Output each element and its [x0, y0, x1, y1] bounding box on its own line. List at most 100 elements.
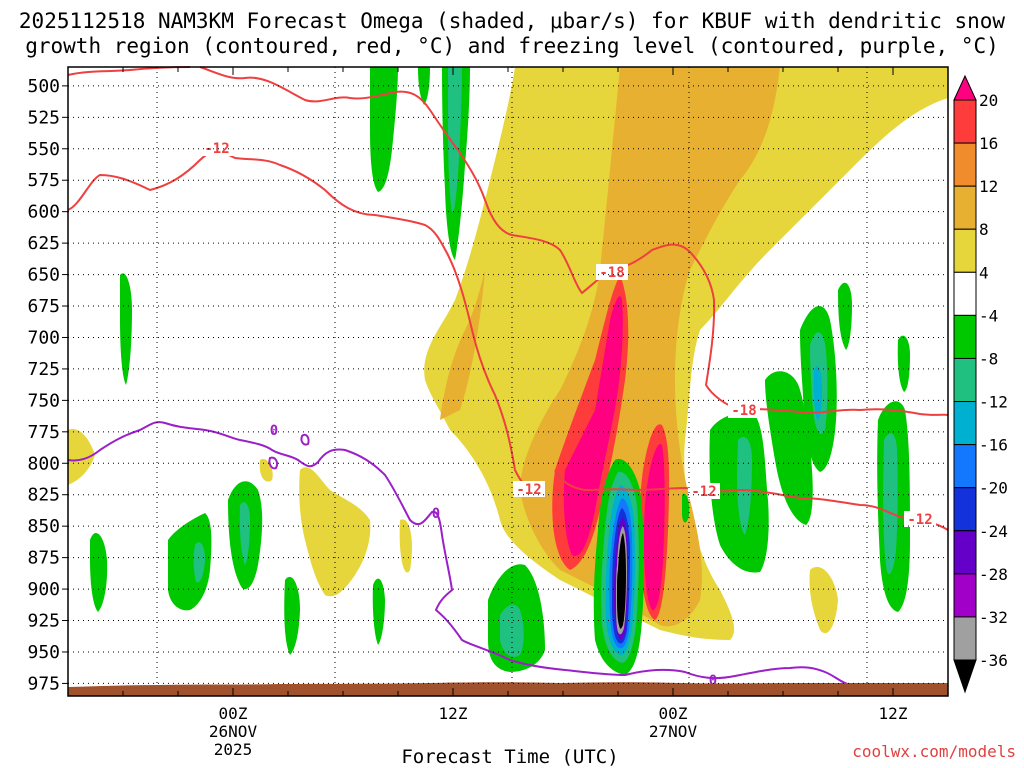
colorbar-swatch — [953, 228, 977, 273]
pressure-gridlines — [68, 85, 948, 684]
omega-negative-8-region — [370, 67, 398, 192]
colorbar-swatch — [953, 142, 977, 187]
omega-negative-8-region — [897, 335, 910, 392]
chart-title-line1: 2025112518 NAM3KM Forecast Omega (shaded… — [19, 9, 1006, 33]
y-tick-label: 900 — [27, 579, 60, 600]
omega-negative-12-region — [500, 604, 524, 657]
omega-positive-20-region — [644, 444, 665, 611]
y-axis: 500 525 550 575 600 625 650 675 700 725 750 775 800 8… — [27, 76, 68, 694]
colorbar-label: -32 — [979, 608, 1008, 627]
colorbar-label: 8 — [979, 220, 989, 239]
colorbar-swatch — [953, 271, 977, 316]
freezing-level-label: 0 — [432, 506, 440, 522]
colorbar-swatch — [953, 444, 977, 489]
freezing-level-small-loop — [268, 456, 279, 470]
colorbar-swatch — [953, 99, 977, 144]
colorbar-label: -8 — [979, 349, 998, 368]
x-tick-year: 2025 — [214, 740, 253, 759]
x-tick-label: 00Z — [219, 704, 248, 723]
y-tick-label: 825 — [27, 485, 60, 506]
colorbar-label: -16 — [979, 436, 1008, 455]
omega-shading — [68, 67, 948, 675]
label-bg — [904, 511, 936, 527]
freezing-level-label: 0 — [709, 673, 717, 689]
freezing-level-contour — [67, 421, 851, 686]
y-tick-label: 600 — [27, 202, 60, 223]
colorbar-label: 12 — [979, 177, 998, 196]
x-axis-title: Forecast Time (UTC) — [401, 746, 618, 768]
colorbar-label: 16 — [979, 134, 998, 153]
colorbar-swatch — [953, 573, 977, 618]
colorbar-top-arrow — [953, 74, 977, 101]
omega-negative-8-region — [838, 282, 852, 350]
label-bg — [688, 483, 720, 499]
colorbar-bottom-arrow — [953, 659, 977, 694]
label-bg — [596, 264, 628, 280]
isotherm-minus12-upper — [67, 151, 531, 489]
omega-negative-8-region — [418, 67, 430, 105]
y-tick-label: 550 — [27, 139, 60, 160]
colorbar-swatch — [953, 616, 977, 661]
isotherm-label-red: -18 — [599, 265, 624, 281]
y-tick-label: 500 — [27, 76, 60, 97]
y-tick-label: 750 — [27, 390, 60, 411]
colorbar-swatch — [953, 487, 977, 532]
omega-negative-12-region — [239, 502, 250, 565]
y-tick-label: 800 — [27, 453, 60, 474]
omega-negative-12-region — [448, 67, 462, 213]
isotherm-labels: -12 -18 -18 -12 -12 -12 0 0 0 — [201, 140, 936, 689]
omega-negative-12-region — [737, 436, 752, 535]
colorbar-swatch — [953, 314, 977, 359]
x-tick-label: 00Z — [659, 704, 688, 723]
colorbar-label: 20 — [979, 91, 998, 110]
omega-negative-12-region — [193, 542, 205, 583]
isotherm-label-red: -12 — [691, 484, 716, 500]
colorbar-label: 4 — [979, 263, 989, 282]
omega-negative-16-region — [813, 366, 822, 421]
chart-title-line2: growth region (contoured, red, °C) and f… — [25, 34, 999, 58]
omega-negative-8-region — [284, 576, 300, 655]
colorbar-label: -24 — [979, 522, 1008, 541]
omega-positive-4-region — [299, 467, 371, 597]
colorbar-swatch — [953, 185, 977, 230]
colorbar-label: -20 — [979, 479, 1008, 498]
isotherm-label-red: -18 — [731, 403, 756, 419]
colorbar: 20 16 12 8 4 -4 -8 -12 -16 -20 -24 -28 -32 -36 — [953, 74, 1008, 694]
omega-positive-4-region — [912, 67, 924, 101]
omega-negative-8-region — [120, 273, 132, 385]
omega-positive-4-region — [809, 566, 838, 634]
omega-positive-20-region — [563, 296, 623, 556]
y-tick-label: 525 — [27, 107, 60, 128]
y-tick-label: 700 — [27, 327, 60, 348]
omega-negative-12-region — [883, 433, 898, 574]
omega-positive-4-region — [68, 429, 95, 485]
isotherm-label-red: -12 — [907, 512, 932, 528]
isotherm-minus12-lower — [554, 469, 949, 531]
omega-positive-4-region — [399, 519, 412, 573]
y-tick-label: 950 — [27, 642, 60, 663]
y-tick-label: 650 — [27, 265, 60, 286]
omega-negative-36-region — [617, 533, 626, 629]
x-axis: 00Z26NOV202512Z00Z27NOV12Z00Z28NOV — [67, 67, 949, 759]
freezing-level-line — [67, 421, 851, 686]
freezing-level-small-loop — [300, 433, 310, 446]
omega-negative-8-region — [168, 513, 212, 611]
x-tick-label: 12Z — [879, 704, 908, 723]
colorbar-swatch — [953, 530, 977, 575]
omega-negative-8-region — [372, 578, 385, 645]
label-bg — [728, 402, 760, 418]
colorbar-label: -4 — [979, 306, 998, 325]
colorbar-label: -12 — [979, 393, 1008, 412]
colorbar-swatch — [953, 401, 977, 446]
omega-negative-8-region — [90, 532, 108, 612]
y-tick-label: 775 — [27, 422, 60, 443]
y-tick-label: 575 — [27, 170, 60, 191]
omega-negative-8-region — [682, 493, 690, 523]
y-tick-label: 975 — [27, 673, 60, 694]
colorbar-swatch — [953, 357, 977, 403]
omega-positive-8-region — [440, 270, 485, 420]
freezing-level-label: 0 — [270, 423, 278, 439]
y-tick-label: 725 — [27, 359, 60, 380]
label-bg — [201, 140, 233, 156]
